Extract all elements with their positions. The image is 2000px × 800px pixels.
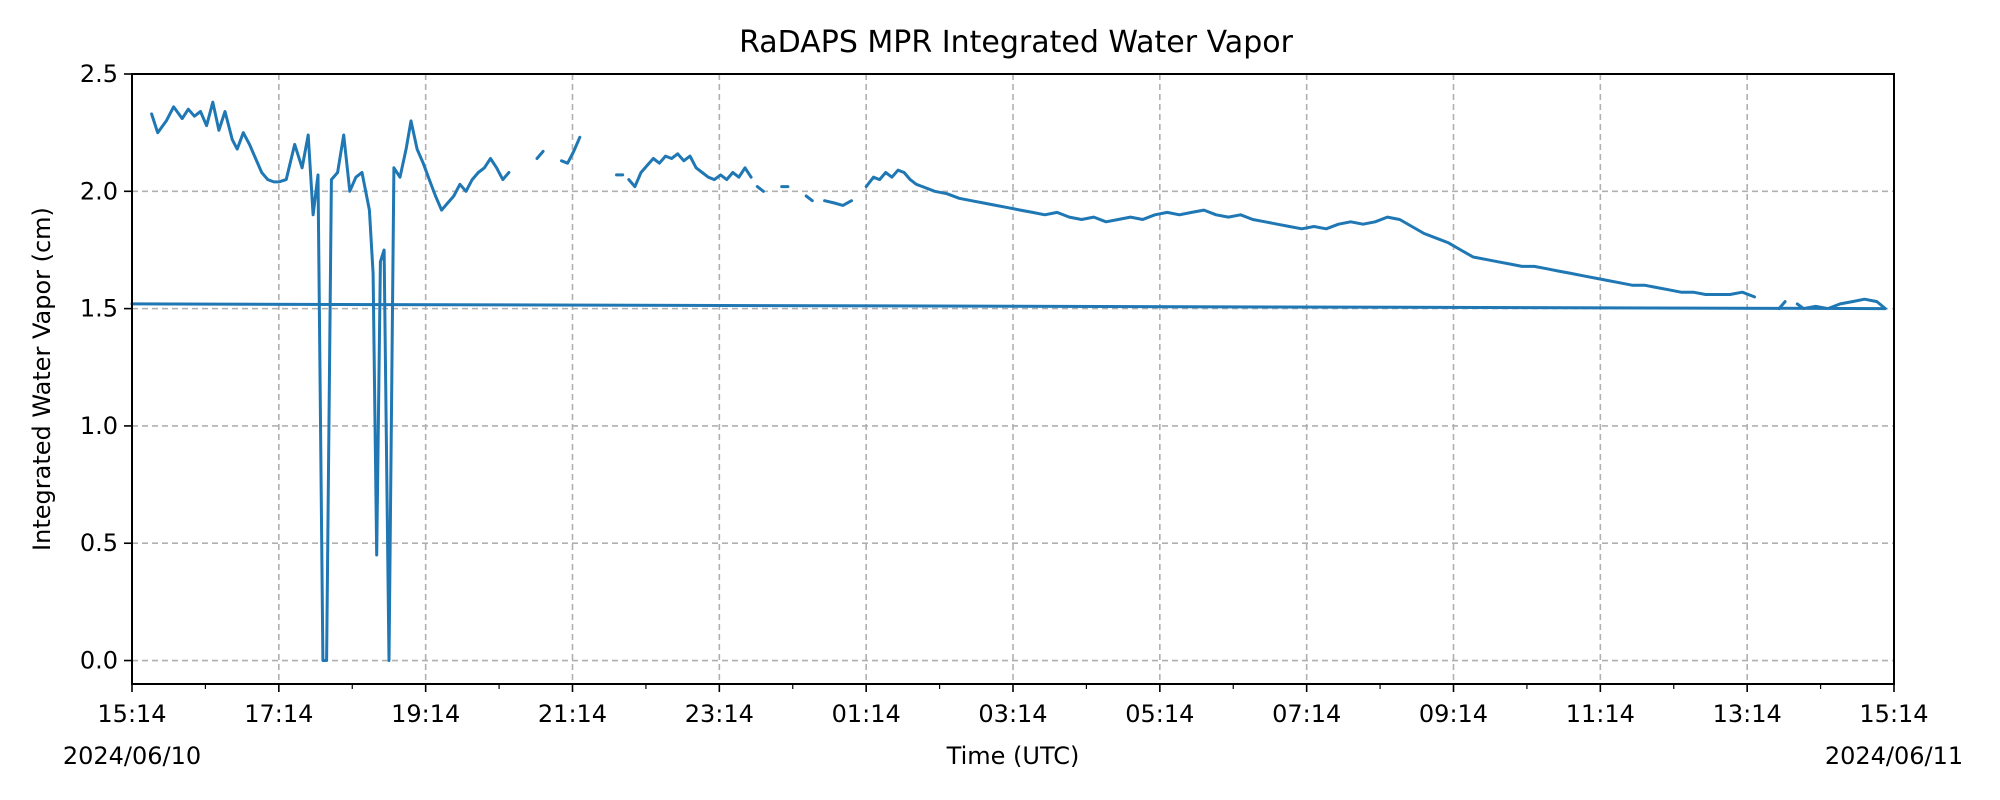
y-axis-label: Integrated Water Vapor (cm): [28, 207, 56, 551]
x-tick-label: 01:14: [832, 700, 901, 728]
plot-frame: [131, 73, 1895, 685]
y-tick-label: 0.5: [80, 529, 118, 557]
series-line-segment: [560, 135, 582, 165]
x-tick-label: 15:14: [97, 700, 166, 728]
x-axis-label: Time (UTC): [946, 742, 1080, 770]
series-line-segment: [755, 185, 765, 193]
series-line-segment: [864, 168, 1756, 299]
series-line-segment: [627, 152, 753, 189]
y-tick-label: 1.0: [80, 412, 118, 440]
x-tick-label: 09:14: [1419, 700, 1488, 728]
x-tick-label: 19:14: [391, 700, 460, 728]
start-date-label: 2024/06/10: [63, 742, 201, 770]
grid-lines: [132, 73, 1894, 684]
series-line-segment: [150, 100, 511, 662]
y-tick-label: 2.0: [80, 177, 118, 205]
end-date-label: 2024/06/11: [1825, 742, 1963, 770]
y-tick-label: 0.0: [80, 647, 118, 675]
axis-ticks: 0.0 0.5 1.0 1.5 2.0 2.5 15:14 17:14 19:14 21:14 23…: [80, 60, 1929, 728]
y-tick-label: 1.5: [80, 295, 118, 323]
x-tick-label: 11:14: [1566, 700, 1635, 728]
x-tick-label: 15:14: [1859, 700, 1928, 728]
x-tick-label: 21:14: [538, 700, 607, 728]
series-line-segment: [535, 149, 545, 160]
y-tick-label: 2.5: [80, 60, 118, 88]
series-line-segment: [804, 194, 814, 203]
x-tick-label: 03:14: [978, 700, 1047, 728]
chart-title: RaDAPS MPR Integrated Water Vapor: [739, 25, 1294, 60]
x-tick-label: 17:14: [244, 700, 313, 728]
series-line-segment: [130, 297, 1887, 311]
x-tick-label: 05:14: [1125, 700, 1194, 728]
series-line-segment: [823, 199, 853, 207]
x-tick-label: 07:14: [1272, 700, 1341, 728]
x-tick-label: 13:14: [1713, 700, 1782, 728]
x-tick-label: 23:14: [685, 700, 754, 728]
series-line: [130, 100, 1887, 662]
